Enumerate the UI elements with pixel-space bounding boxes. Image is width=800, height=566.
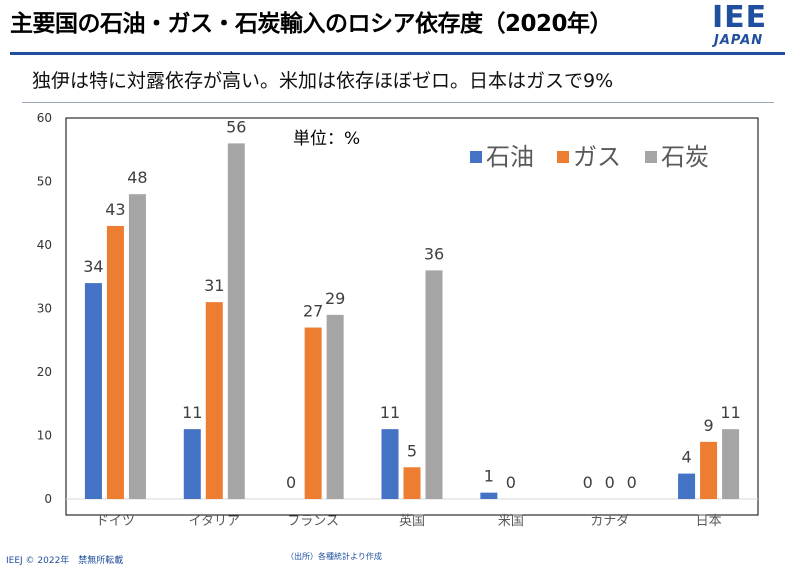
bar (227, 143, 245, 499)
x-tick-label: 英国 (399, 514, 425, 529)
data-label: 5 (407, 441, 417, 460)
title-rule (10, 52, 785, 55)
bar (480, 492, 498, 499)
y-tick-label: 20 (37, 365, 52, 379)
subtitle: 独伊は特に対露依存が高い。米加は依存ほぼゼロ。日本はガスで9% (32, 70, 614, 92)
data-label: 48 (127, 168, 147, 187)
x-tick-label: 米国 (498, 514, 524, 529)
data-label: 0 (605, 473, 615, 492)
legend-swatch (557, 151, 569, 163)
data-label: 36 (424, 244, 444, 263)
data-label: 0 (286, 473, 296, 492)
bar (326, 314, 344, 499)
y-tick-label: 60 (37, 111, 52, 125)
bar (700, 441, 718, 499)
page-title: 主要国の石油・ガス・石炭輸入のロシア依存度（2020年） (10, 11, 613, 37)
bar (183, 429, 201, 499)
bar (84, 283, 102, 499)
y-tick-label: 50 (37, 175, 52, 189)
legend-label: ガス (573, 143, 621, 171)
plot-frame (65, 117, 759, 516)
data-label: 4 (681, 448, 691, 467)
ieej-logo: IEE JAPAN (712, 2, 782, 52)
chart: 0 10 20 30 40 50 60 34 43 48 ドイツ 11 31 56 イタリア 0 27 29 フラン… (0, 104, 800, 548)
data-label: 56 (226, 117, 246, 136)
subtitle-divider (22, 102, 774, 103)
data-label: 0 (506, 473, 516, 492)
data-label: 0 (627, 473, 637, 492)
bar (128, 194, 146, 499)
bar (381, 429, 399, 499)
y-tick-label: 10 (37, 429, 52, 443)
data-label: 11 (380, 403, 400, 422)
x-tick-label: カナダ (590, 514, 629, 529)
data-label: 27 (303, 302, 323, 321)
bar (678, 473, 696, 499)
x-tick-label: 日本 (696, 514, 722, 529)
x-tick-label: フランス (287, 514, 339, 529)
legend-label: 石油 (486, 143, 534, 171)
legend-swatch (470, 151, 482, 163)
x-tick-label: ドイツ (96, 514, 135, 529)
y-tick-label: 30 (37, 302, 52, 316)
data-label: 29 (325, 289, 345, 308)
y-tick-label: 0 (44, 492, 52, 506)
bar (304, 327, 322, 499)
bar (205, 302, 223, 499)
bar (106, 225, 124, 499)
y-tick-label: 40 (37, 238, 52, 252)
bar (722, 429, 740, 499)
data-label: 1 (484, 467, 494, 486)
data-label: 11 (720, 403, 740, 422)
data-label: 31 (204, 276, 224, 295)
bar-chart-svg: 0102030405060344348ドイツ113156イタリア02729フラン… (37, 111, 759, 529)
logo-subtext: JAPAN (714, 33, 764, 48)
x-tick-label: イタリア (189, 514, 240, 529)
unit-label: 単位：% (293, 129, 360, 149)
copyright-text: IEEJ © 2022年 禁無所転載 (6, 556, 124, 566)
legend-label: 石炭 (661, 143, 709, 171)
source-note: （出所）各種統計より作成 (286, 552, 382, 561)
data-label: 43 (105, 200, 125, 219)
data-label: 11 (182, 403, 202, 422)
bar (425, 270, 443, 499)
bar (403, 467, 421, 499)
data-label: 0 (583, 473, 593, 492)
data-label: 34 (83, 257, 103, 276)
legend-swatch (645, 151, 657, 163)
logo-text: IEE (712, 0, 768, 35)
data-label: 9 (703, 416, 713, 435)
